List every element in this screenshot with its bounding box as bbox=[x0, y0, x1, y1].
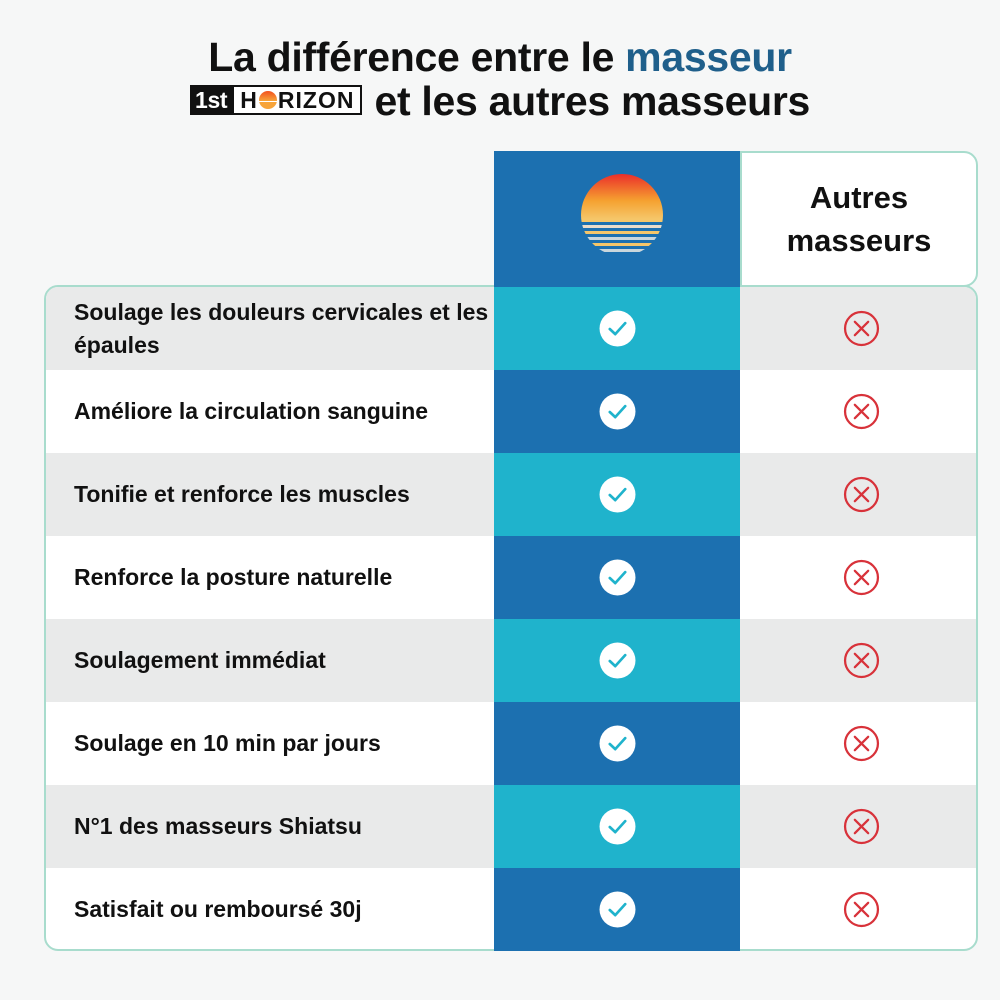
table-row: Améliore la circulation sanguine bbox=[46, 370, 976, 453]
cross-circle-icon bbox=[843, 476, 880, 513]
check-circle-icon bbox=[599, 559, 636, 596]
brand-logo: 1st H RIZON bbox=[189, 85, 363, 116]
brand-cell bbox=[494, 453, 740, 536]
cross-circle-icon bbox=[843, 642, 880, 679]
cross-circle-icon bbox=[843, 725, 880, 762]
table-row: Soulage en 10 min par jours bbox=[46, 702, 976, 785]
page-title-line-1: La différence entre le masseur bbox=[0, 32, 1000, 82]
row-label: Améliore la circulation sanguine bbox=[74, 398, 429, 424]
row-label: Tonifie et renforce les muscles bbox=[74, 481, 410, 507]
cross-circle-icon bbox=[843, 808, 880, 845]
cross-circle-icon bbox=[843, 559, 880, 596]
brand-logo-sun-icon bbox=[258, 91, 277, 110]
table-row: Satisfait ou remboursé 30j bbox=[46, 868, 976, 949]
other-header-line-2: masseurs bbox=[786, 223, 932, 258]
other-header-line-1: Autres bbox=[809, 180, 909, 215]
brand-logo-1st: 1st bbox=[189, 85, 233, 116]
cross-circle-icon bbox=[843, 891, 880, 928]
brand-logo-rizon: RIZON bbox=[277, 87, 355, 114]
check-circle-icon bbox=[599, 808, 636, 845]
cross-circle-icon bbox=[843, 310, 880, 347]
check-circle-icon bbox=[599, 642, 636, 679]
title-text-2: et les autres masseurs bbox=[374, 78, 811, 124]
row-label: Soulagement immédiat bbox=[74, 647, 326, 673]
brand-cell bbox=[494, 868, 740, 951]
brand-column bbox=[494, 151, 740, 951]
row-label: N°1 des masseurs Shiatsu bbox=[74, 813, 362, 839]
table-row: Renforce la posture naturelle bbox=[46, 536, 976, 619]
row-label: Soulage en 10 min par jours bbox=[74, 730, 381, 756]
other-masseurs-header: Autres masseurs bbox=[740, 151, 978, 287]
brand-cell bbox=[494, 702, 740, 785]
cross-circle-icon bbox=[843, 393, 880, 430]
brand-logo-h: H bbox=[240, 87, 258, 114]
check-circle-icon bbox=[599, 476, 636, 513]
brand-logo-horizon: H RIZON bbox=[232, 85, 363, 116]
brand-cell bbox=[494, 785, 740, 868]
brand-cell bbox=[494, 536, 740, 619]
sunset-logo-icon bbox=[581, 174, 663, 252]
row-label: Soulage les douleurs cervicales et les é… bbox=[74, 298, 489, 358]
title-highlight: masseur bbox=[625, 34, 792, 80]
check-circle-icon bbox=[599, 310, 636, 347]
check-circle-icon bbox=[599, 725, 636, 762]
check-circle-icon bbox=[599, 891, 636, 928]
brand-cell bbox=[494, 619, 740, 702]
title-text: La différence entre le bbox=[208, 34, 626, 80]
brand-cell bbox=[494, 370, 740, 453]
row-label: Renforce la posture naturelle bbox=[74, 564, 393, 590]
brand-cell bbox=[494, 287, 740, 370]
row-label: Satisfait ou remboursé 30j bbox=[74, 896, 362, 922]
page-title-line-2: 1st H RIZON et les autres masseurs bbox=[0, 76, 1000, 126]
check-circle-icon bbox=[599, 393, 636, 430]
